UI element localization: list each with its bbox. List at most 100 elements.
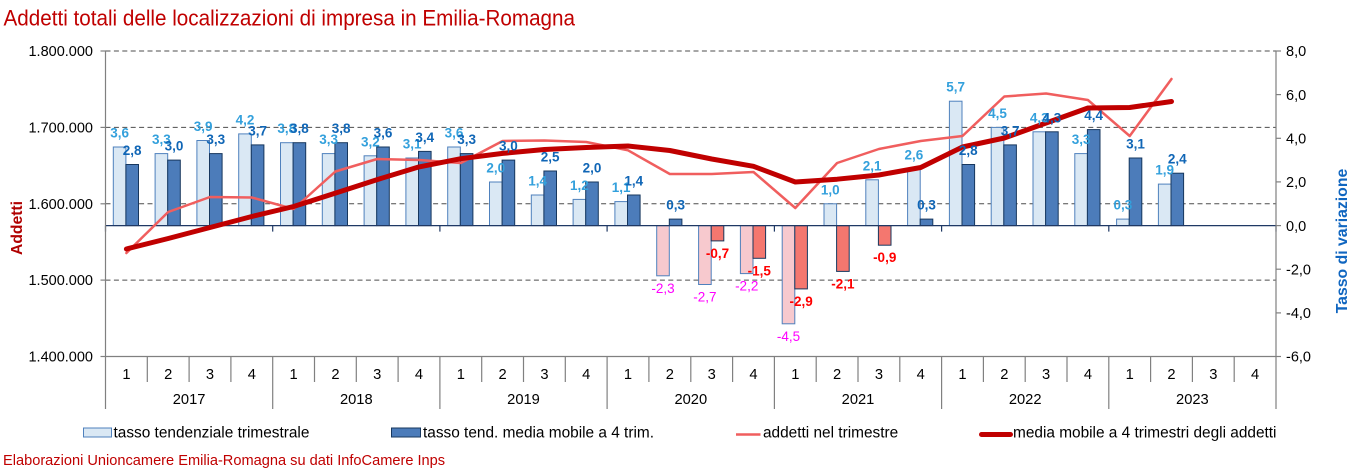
svg-text:4,5: 4,5 <box>988 106 1007 121</box>
svg-text:Addetti totali delle localizza: Addetti totali delle localizzazioni di i… <box>4 6 576 31</box>
svg-text:1,4: 1,4 <box>528 174 547 189</box>
svg-text:1,1: 1,1 <box>612 180 631 195</box>
svg-text:2020: 2020 <box>674 392 707 408</box>
svg-text:3,2: 3,2 <box>361 134 380 149</box>
svg-text:0,3: 0,3 <box>1114 198 1133 213</box>
svg-text:4: 4 <box>1084 367 1092 383</box>
svg-text:1.500.000: 1.500.000 <box>28 273 93 289</box>
svg-text:1.600.000: 1.600.000 <box>28 197 93 213</box>
svg-text:2,0: 2,0 <box>486 161 505 176</box>
svg-text:3,3: 3,3 <box>319 132 338 147</box>
svg-text:2023: 2023 <box>1176 392 1209 408</box>
svg-text:3: 3 <box>373 367 381 383</box>
svg-text:Elaborazioni Unioncamere Emili: Elaborazioni Unioncamere Emilia-Romagna … <box>3 453 445 469</box>
svg-text:3: 3 <box>708 367 716 383</box>
svg-text:4: 4 <box>248 367 256 383</box>
svg-text:6,0: 6,0 <box>1286 88 1306 104</box>
svg-text:-0,7: -0,7 <box>706 246 729 261</box>
svg-text:-1,5: -1,5 <box>748 263 772 278</box>
svg-text:3,3: 3,3 <box>457 132 476 147</box>
svg-text:media mobile a 4 trimestri deg: media mobile a 4 trimestri degli addetti <box>1013 425 1276 442</box>
svg-text:2,0: 2,0 <box>1286 175 1306 191</box>
svg-text:3,6: 3,6 <box>110 126 129 141</box>
svg-text:-4,5: -4,5 <box>777 329 800 344</box>
svg-text:2: 2 <box>833 367 841 383</box>
svg-text:-2,7: -2,7 <box>693 290 716 305</box>
svg-text:4: 4 <box>415 367 423 383</box>
svg-text:2021: 2021 <box>842 392 875 408</box>
svg-text:2022: 2022 <box>1009 392 1042 408</box>
svg-text:2019: 2019 <box>507 392 540 408</box>
svg-text:3,0: 3,0 <box>165 139 184 154</box>
svg-text:1: 1 <box>958 367 966 383</box>
svg-text:1.800.000: 1.800.000 <box>28 44 93 60</box>
svg-text:3: 3 <box>206 367 214 383</box>
svg-text:1: 1 <box>290 367 298 383</box>
svg-text:3,8: 3,8 <box>332 121 351 136</box>
svg-text:2017: 2017 <box>173 392 206 408</box>
svg-text:-4,0: -4,0 <box>1286 306 1311 322</box>
svg-text:-2,2: -2,2 <box>735 279 758 294</box>
svg-text:4,2: 4,2 <box>236 112 255 127</box>
svg-text:3: 3 <box>1209 367 1217 383</box>
svg-text:4: 4 <box>749 367 757 383</box>
svg-text:2,8: 2,8 <box>959 143 978 158</box>
svg-text:3,6: 3,6 <box>374 126 393 141</box>
svg-text:0,0: 0,0 <box>1286 219 1306 235</box>
svg-text:2,0: 2,0 <box>583 161 602 176</box>
svg-text:1,9: 1,9 <box>1155 163 1174 178</box>
svg-text:1,2: 1,2 <box>570 178 589 193</box>
svg-text:3,9: 3,9 <box>194 119 213 134</box>
svg-text:3,3: 3,3 <box>152 132 171 147</box>
svg-text:3,1: 3,1 <box>1126 137 1145 152</box>
svg-text:1: 1 <box>791 367 799 383</box>
svg-text:2,1: 2,1 <box>863 158 882 173</box>
svg-text:3,8: 3,8 <box>290 121 309 136</box>
svg-text:3,8: 3,8 <box>277 121 296 136</box>
svg-text:tasso tend. media mobile a 4 t: tasso tend. media mobile a 4 trim. <box>423 425 654 442</box>
svg-text:4,0: 4,0 <box>1286 132 1306 148</box>
svg-text:3,7: 3,7 <box>248 123 267 138</box>
svg-text:1: 1 <box>624 367 632 383</box>
svg-text:2: 2 <box>164 367 172 383</box>
svg-text:2,6: 2,6 <box>905 147 924 162</box>
svg-text:3,1: 3,1 <box>403 137 422 152</box>
svg-text:2: 2 <box>1000 367 1008 383</box>
svg-text:4: 4 <box>582 367 590 383</box>
svg-text:1: 1 <box>122 367 130 383</box>
svg-text:4: 4 <box>1251 367 1259 383</box>
svg-text:2: 2 <box>331 367 339 383</box>
svg-text:3,6: 3,6 <box>445 126 464 141</box>
svg-text:3,3: 3,3 <box>1072 132 1091 147</box>
svg-text:3,3: 3,3 <box>206 132 225 147</box>
svg-text:2: 2 <box>1167 367 1175 383</box>
svg-text:2: 2 <box>499 367 507 383</box>
svg-text:3,7: 3,7 <box>1001 123 1020 138</box>
svg-text:8,0: 8,0 <box>1286 44 1306 60</box>
svg-text:addetti nel trimestre: addetti nel trimestre <box>763 425 898 442</box>
svg-text:2,8: 2,8 <box>123 143 142 158</box>
svg-text:3,0: 3,0 <box>499 139 518 154</box>
svg-text:1.700.000: 1.700.000 <box>28 120 93 136</box>
svg-text:2,4: 2,4 <box>1168 152 1187 167</box>
svg-text:0,3: 0,3 <box>666 198 685 213</box>
svg-text:3: 3 <box>540 367 548 383</box>
svg-text:3: 3 <box>875 367 883 383</box>
svg-text:4,3: 4,3 <box>1043 110 1062 125</box>
svg-text:4,4: 4,4 <box>1084 108 1103 123</box>
svg-text:1.400.000: 1.400.000 <box>28 350 93 366</box>
svg-text:-2,0: -2,0 <box>1286 262 1311 278</box>
svg-text:1,0: 1,0 <box>821 182 840 197</box>
svg-text:tasso tendenziale trimestrale: tasso tendenziale trimestrale <box>114 425 310 442</box>
svg-text:-2,3: -2,3 <box>651 281 674 296</box>
svg-text:5,7: 5,7 <box>946 80 965 95</box>
svg-text:2: 2 <box>666 367 674 383</box>
svg-text:Addetti: Addetti <box>9 201 26 255</box>
svg-text:Tasso di variazione: Tasso di variazione <box>1334 169 1351 314</box>
svg-text:3: 3 <box>1042 367 1050 383</box>
svg-text:-0,9: -0,9 <box>873 250 896 265</box>
svg-text:0,3: 0,3 <box>917 198 936 213</box>
svg-text:-6,0: -6,0 <box>1286 350 1311 366</box>
svg-text:4,3: 4,3 <box>1030 110 1049 125</box>
svg-text:4: 4 <box>917 367 925 383</box>
